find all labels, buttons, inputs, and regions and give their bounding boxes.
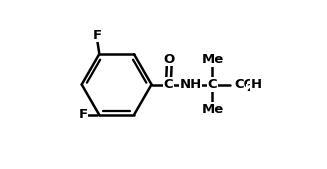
Text: O: O [164, 53, 175, 66]
Text: NH: NH [179, 78, 201, 91]
Text: F: F [78, 108, 88, 121]
Text: 2: 2 [246, 84, 253, 93]
Text: CO: CO [234, 78, 255, 91]
Text: F: F [93, 29, 102, 42]
Text: H: H [250, 78, 261, 91]
Text: C: C [208, 78, 217, 91]
Text: Me: Me [201, 103, 224, 116]
Text: Me: Me [201, 53, 224, 66]
Text: C: C [164, 78, 173, 91]
